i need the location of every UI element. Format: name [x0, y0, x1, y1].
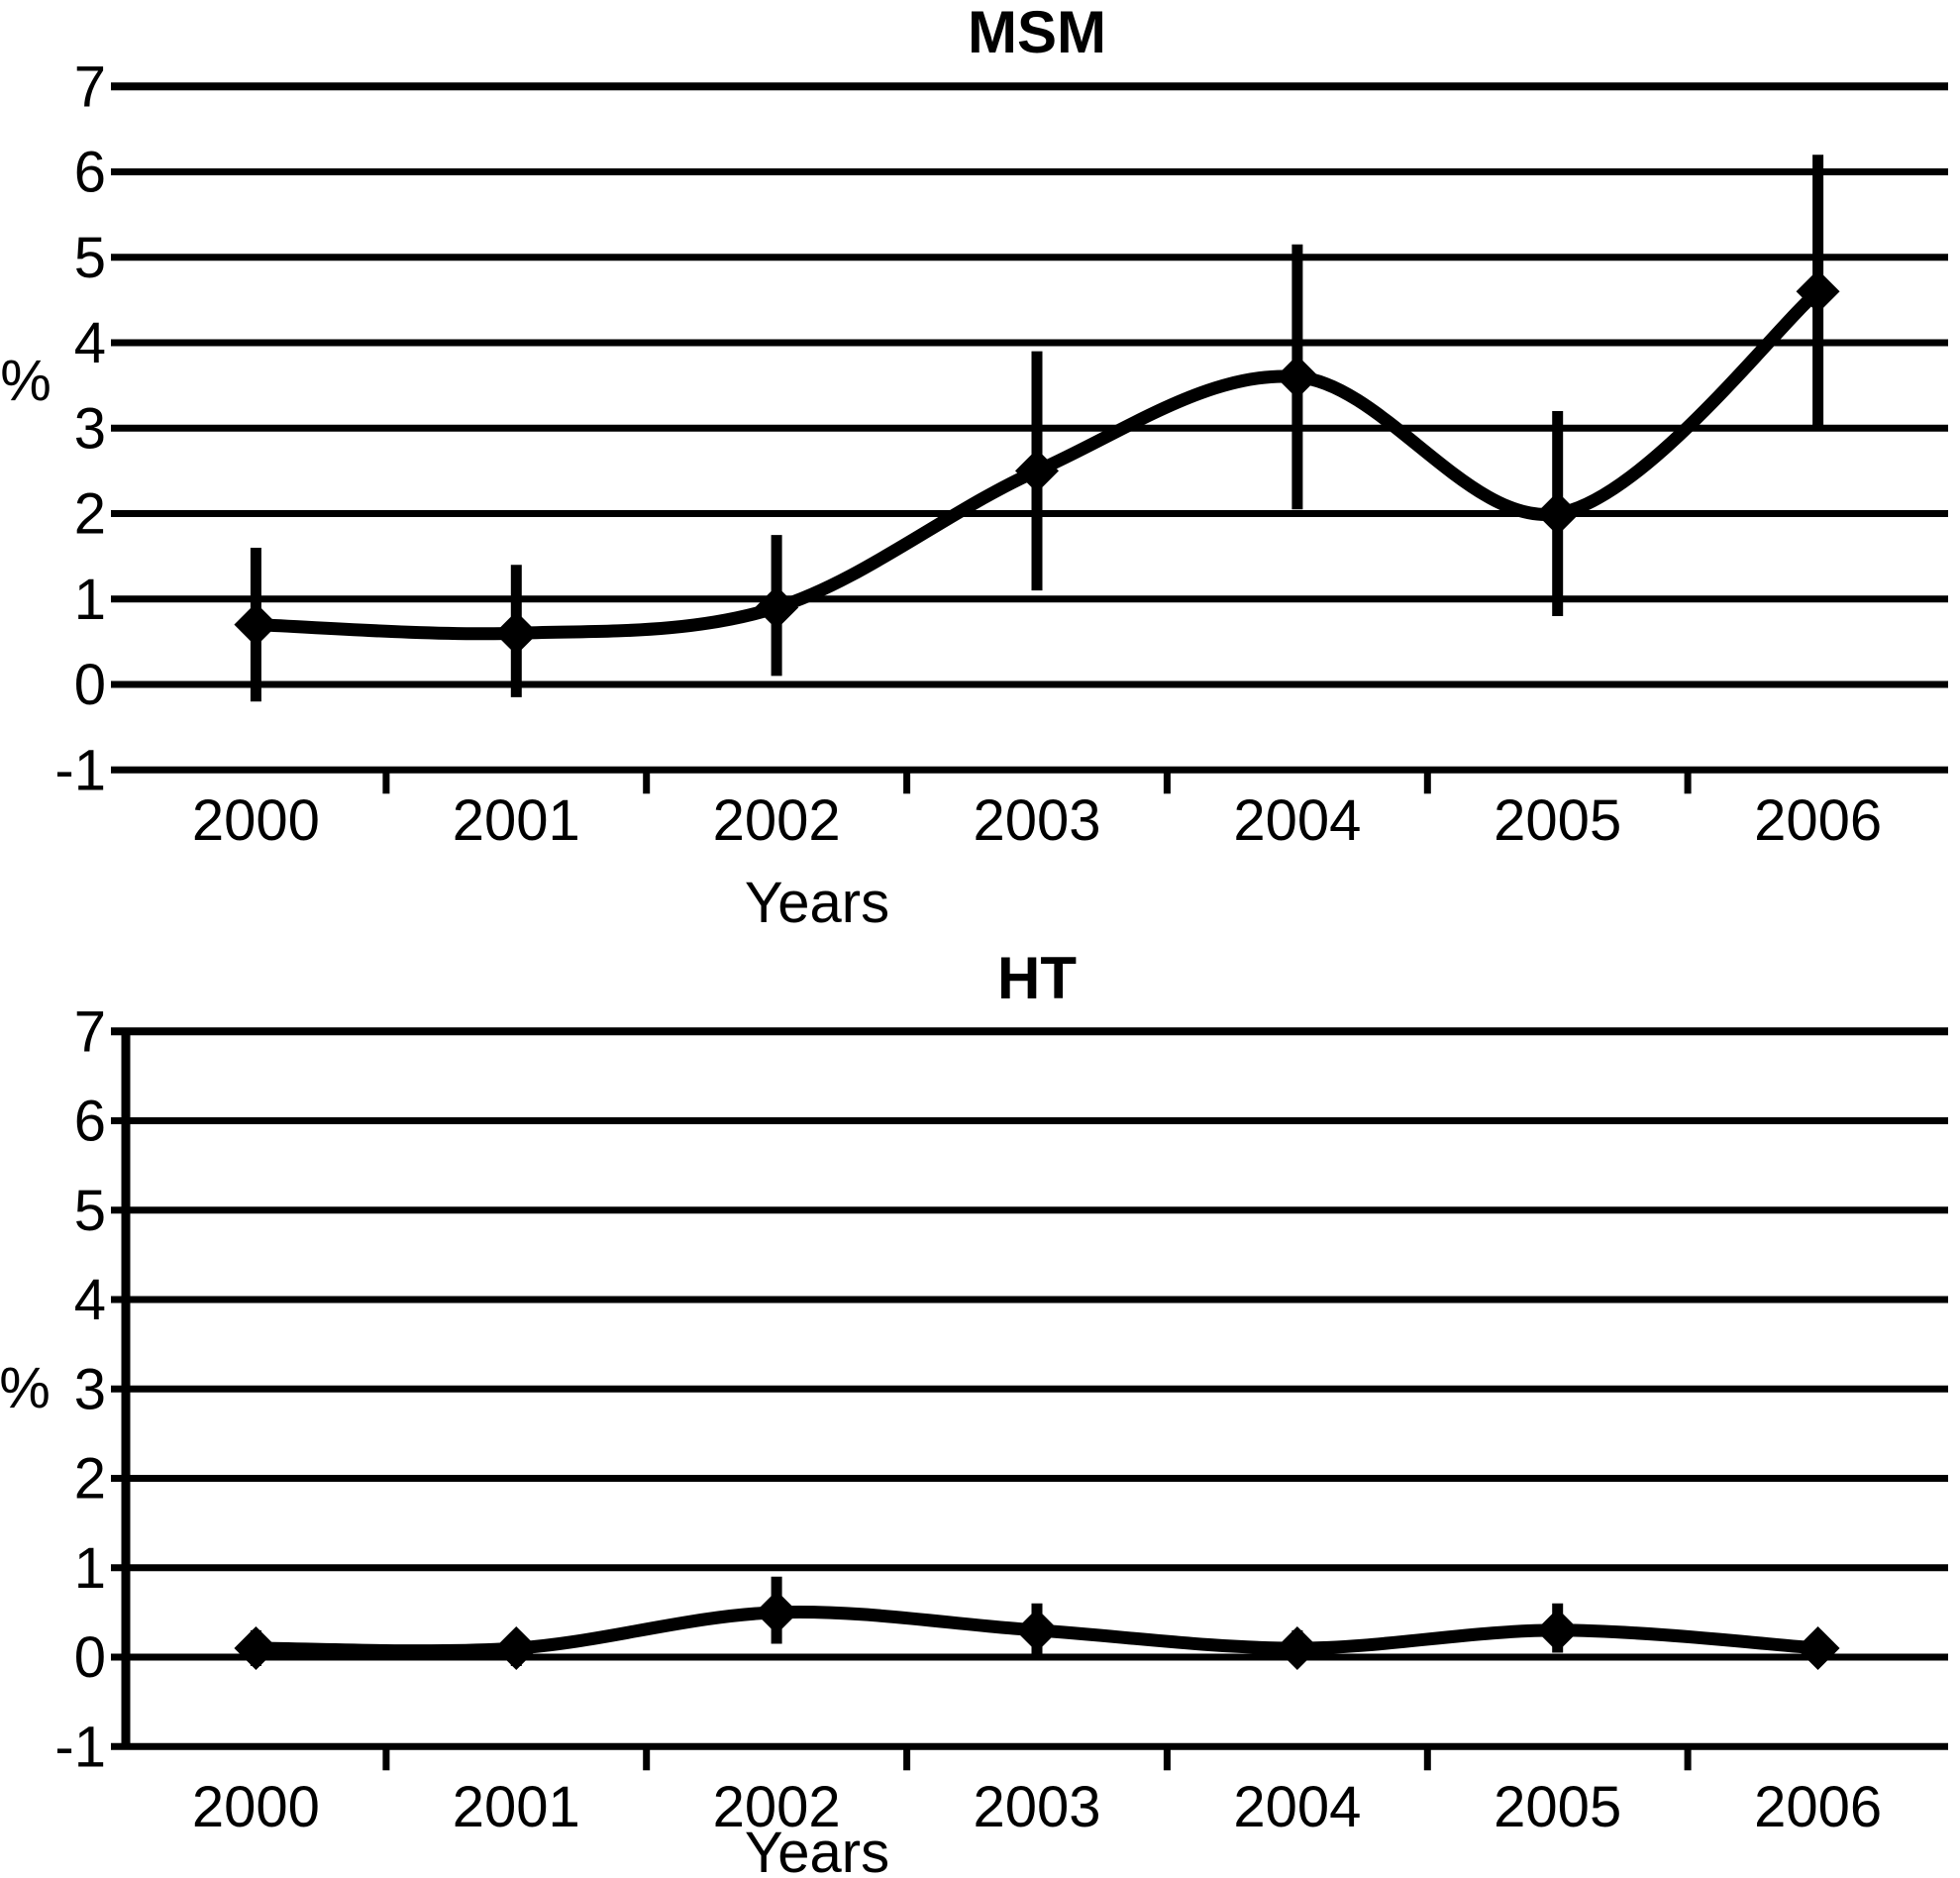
data-point-marker [755, 1590, 799, 1634]
x-tick-label: 2002 [713, 1775, 841, 1839]
y-axis-title-top: % [0, 349, 52, 413]
x-tick-label: 2004 [1233, 788, 1361, 853]
chart-ht: 7 6 5 4 3 2 1 0 -1 2000 2001 2002 2003 2004 2005 2006 [54, 999, 1948, 1839]
data-point-marker [1275, 355, 1319, 399]
data-point-marker [234, 1625, 278, 1670]
y-tick-label: -1 [54, 1715, 106, 1779]
y-tick-label: 2 [74, 1447, 106, 1512]
x-tick-label: 2000 [192, 788, 320, 853]
data-point-marker [1015, 449, 1059, 493]
x-tick-label: 2003 [973, 1775, 1100, 1839]
x-tick-label: 2006 [1754, 788, 1882, 853]
y-tick-label: 6 [74, 1090, 106, 1154]
x-tick-label: 2001 [453, 788, 580, 853]
x-tick-label: 2004 [1233, 1775, 1361, 1839]
y-tick-label: 1 [74, 1536, 106, 1601]
data-point-marker [1535, 491, 1580, 536]
y-tick-label: 3 [74, 1357, 106, 1421]
y-tick-label: 3 [74, 396, 106, 461]
y-tick-label: 4 [74, 311, 106, 375]
y-tick-label: 5 [74, 1179, 106, 1243]
chart-title-top: MSM [968, 0, 1106, 65]
chart-msm: 7 6 5 4 3 2 1 0 -1 2000 2001 2002 2003 2004 2005 2006 [54, 54, 1948, 853]
y-tick-label: 0 [74, 1625, 106, 1690]
x-tick-label: 2005 [1494, 788, 1621, 853]
y-tick-label: 1 [74, 568, 106, 632]
y-tick-label: -1 [54, 738, 106, 802]
data-point-marker [1796, 1625, 1840, 1670]
y-axis-title-bottom: % [0, 1356, 51, 1420]
y-tick-label: 0 [74, 653, 106, 717]
y-tick-label: 7 [74, 999, 106, 1064]
y-tick-label: 4 [74, 1268, 106, 1332]
x-tick-label: 2005 [1494, 1775, 1621, 1839]
x-tick-label: 2001 [453, 1775, 580, 1839]
x-axis-title-top: Years [745, 871, 889, 935]
y-tick-label: 7 [74, 54, 106, 119]
y-tick-label: 6 [74, 141, 106, 205]
y-tick-label: 2 [74, 482, 106, 547]
data-point-marker [1275, 1625, 1319, 1670]
x-tick-label: 2000 [192, 1775, 320, 1839]
chart-title-bottom: HT [997, 945, 1077, 1011]
data-point-marker [234, 602, 278, 647]
x-tick-label: 2003 [973, 788, 1100, 853]
x-axis-title-bottom: Years [745, 1821, 889, 1878]
data-point-marker [494, 611, 539, 656]
x-tick-label: 2002 [713, 788, 841, 853]
data-point-marker [1535, 1608, 1580, 1652]
data-point-marker [755, 585, 799, 630]
data-point-marker [1796, 269, 1840, 314]
x-tick-label: 2006 [1754, 1775, 1882, 1839]
data-point-marker [494, 1625, 539, 1670]
data-point-marker [1015, 1608, 1059, 1652]
y-tick-label: 5 [74, 226, 106, 290]
